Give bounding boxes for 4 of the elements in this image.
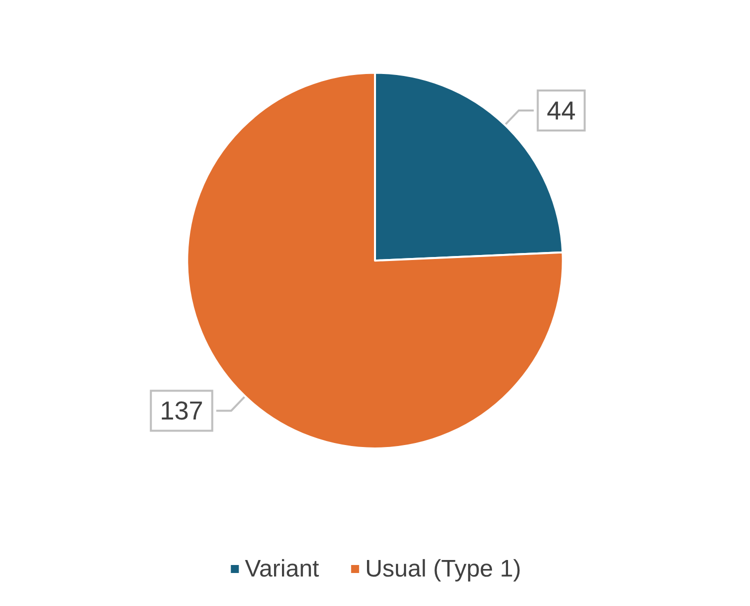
legend-label: Variant xyxy=(244,556,320,582)
legend-label: Usual (Type 1) xyxy=(365,556,522,582)
data-label: 44 xyxy=(546,95,576,126)
data-label: 137 xyxy=(160,396,204,426)
